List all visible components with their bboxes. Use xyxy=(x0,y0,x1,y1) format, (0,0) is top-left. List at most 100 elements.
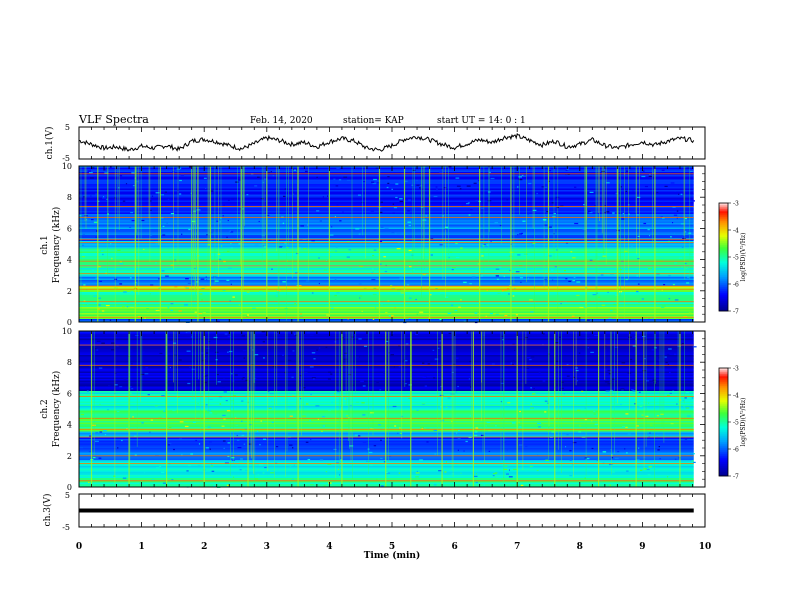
spectrogram-speck xyxy=(259,291,263,293)
spectrogram-speck xyxy=(529,299,533,301)
spectrogram-speck xyxy=(648,317,651,319)
spectrogram-speck xyxy=(526,357,531,359)
colorbar-segment xyxy=(719,301,728,304)
spectrogram-speck xyxy=(327,195,328,197)
spectrogram-speck xyxy=(531,242,536,244)
spectrogram-speck xyxy=(188,464,191,467)
spectrogram-row xyxy=(79,224,694,227)
spectrogram-speck xyxy=(674,299,679,301)
spectrogram-row xyxy=(79,274,694,276)
spectrogram-speck xyxy=(573,376,575,378)
spectrogram-speck xyxy=(221,245,223,247)
spectrogram-speck xyxy=(577,409,581,411)
spectrogram-speck xyxy=(386,472,391,474)
spectrogram-speck xyxy=(236,466,238,468)
spectrogram-speck xyxy=(203,177,207,179)
spectrogram-speck xyxy=(515,271,520,273)
spectrogram-speck xyxy=(419,459,423,461)
spectrogram-speck xyxy=(530,387,532,389)
spectrogram-speck xyxy=(219,250,223,253)
spectrogram-speck xyxy=(179,193,182,195)
spectrogram-speck xyxy=(335,250,337,252)
spectrogram-speck xyxy=(266,214,270,216)
spectrogram-speck xyxy=(101,310,105,312)
spectrogram-speck xyxy=(630,358,633,360)
spectrogram-speck xyxy=(312,270,314,272)
spectrogram-speck xyxy=(101,342,105,344)
spectrogram-row xyxy=(79,182,694,185)
spectrogram-speck xyxy=(357,435,361,437)
colorbar-segment xyxy=(719,470,728,473)
spectrogram-speck xyxy=(456,185,461,187)
spectrogram-speck xyxy=(307,332,310,334)
spectrogram-speck xyxy=(608,317,612,319)
colorbar-segment xyxy=(719,303,728,306)
freq-tick-label: 0 xyxy=(67,483,72,492)
spectrogram-speck xyxy=(149,200,152,202)
spectrogram-speck xyxy=(541,478,543,480)
spectrogram-speck xyxy=(460,247,463,249)
spectrogram-speck xyxy=(281,400,283,403)
spectrogram-row xyxy=(79,215,694,218)
spectrogram-speck xyxy=(321,430,323,432)
spectrogram-row xyxy=(79,314,694,317)
spectrogram-speck xyxy=(270,472,275,474)
spectrogram-speck xyxy=(649,235,651,237)
spectrogram-speck xyxy=(210,190,214,192)
spectrogram-speck xyxy=(144,317,146,319)
spectrogram-speck xyxy=(404,180,408,182)
spectrogram-row xyxy=(79,236,694,239)
spectrogram-speck xyxy=(420,202,422,204)
spectrogram-speck xyxy=(198,443,201,445)
spectrogram-speck xyxy=(145,367,149,369)
spectrogram-speck xyxy=(109,243,112,245)
spectrogram-speck xyxy=(666,394,670,396)
spectrogram-row xyxy=(79,377,694,380)
time-tick-labels: 0 1 2 3 4 5 6 7 8 9 10 xyxy=(76,542,711,552)
spectrogram-row xyxy=(79,475,694,477)
spectrogram-speck xyxy=(439,340,441,342)
spectrogram-speck xyxy=(331,307,334,309)
spectrogram-row xyxy=(79,317,694,320)
spectrogram-row xyxy=(79,359,694,362)
colorbar-segment xyxy=(719,211,728,214)
spectrogram-speck xyxy=(418,261,420,263)
spectrogram-speck xyxy=(254,244,259,246)
spectrogram-speck xyxy=(358,338,362,340)
colorbar-segment xyxy=(719,215,728,218)
spectrogram-speck xyxy=(79,447,83,449)
spectrogram-speck xyxy=(117,249,121,251)
spectrogram-row xyxy=(79,167,694,170)
spectrogram-speck xyxy=(585,458,590,460)
spectrogram-row xyxy=(79,362,694,365)
spectrogram-speck xyxy=(591,447,594,450)
spectrogram-speck xyxy=(636,275,639,277)
spectrogram-speck xyxy=(421,427,423,430)
colorbar-segment xyxy=(719,376,728,379)
freq-tick-label: 6 xyxy=(67,224,72,233)
spectrogram-speck xyxy=(676,403,678,405)
spectrogram-speck xyxy=(444,471,447,473)
spectrogram-row xyxy=(79,332,694,335)
spectrogram-speck xyxy=(420,426,424,428)
spectrogram-speck xyxy=(257,176,260,178)
spectrogram-speck xyxy=(407,221,412,223)
spectrogram-speck xyxy=(688,312,692,314)
spectrogram-speck xyxy=(473,434,478,436)
spectrogram-speck xyxy=(241,335,245,337)
spectrogram-speck xyxy=(591,420,593,422)
spectrogram-row xyxy=(79,185,694,188)
spectrogram-speck xyxy=(372,271,375,273)
spectrogram-speck xyxy=(131,363,133,365)
spectrogram-speck xyxy=(216,373,219,376)
spectrogram-speck xyxy=(179,179,182,182)
spectrogram-row xyxy=(79,451,694,453)
spectrogram-speck xyxy=(315,405,320,407)
spectrogram-speck xyxy=(554,266,557,268)
spectrogram-speck xyxy=(519,410,521,413)
colorbar-segment xyxy=(719,277,728,280)
spectrogram-speck xyxy=(415,298,417,301)
spectrogram-speck xyxy=(225,400,228,402)
ch1-ytick-bottom: -5 xyxy=(62,154,70,163)
